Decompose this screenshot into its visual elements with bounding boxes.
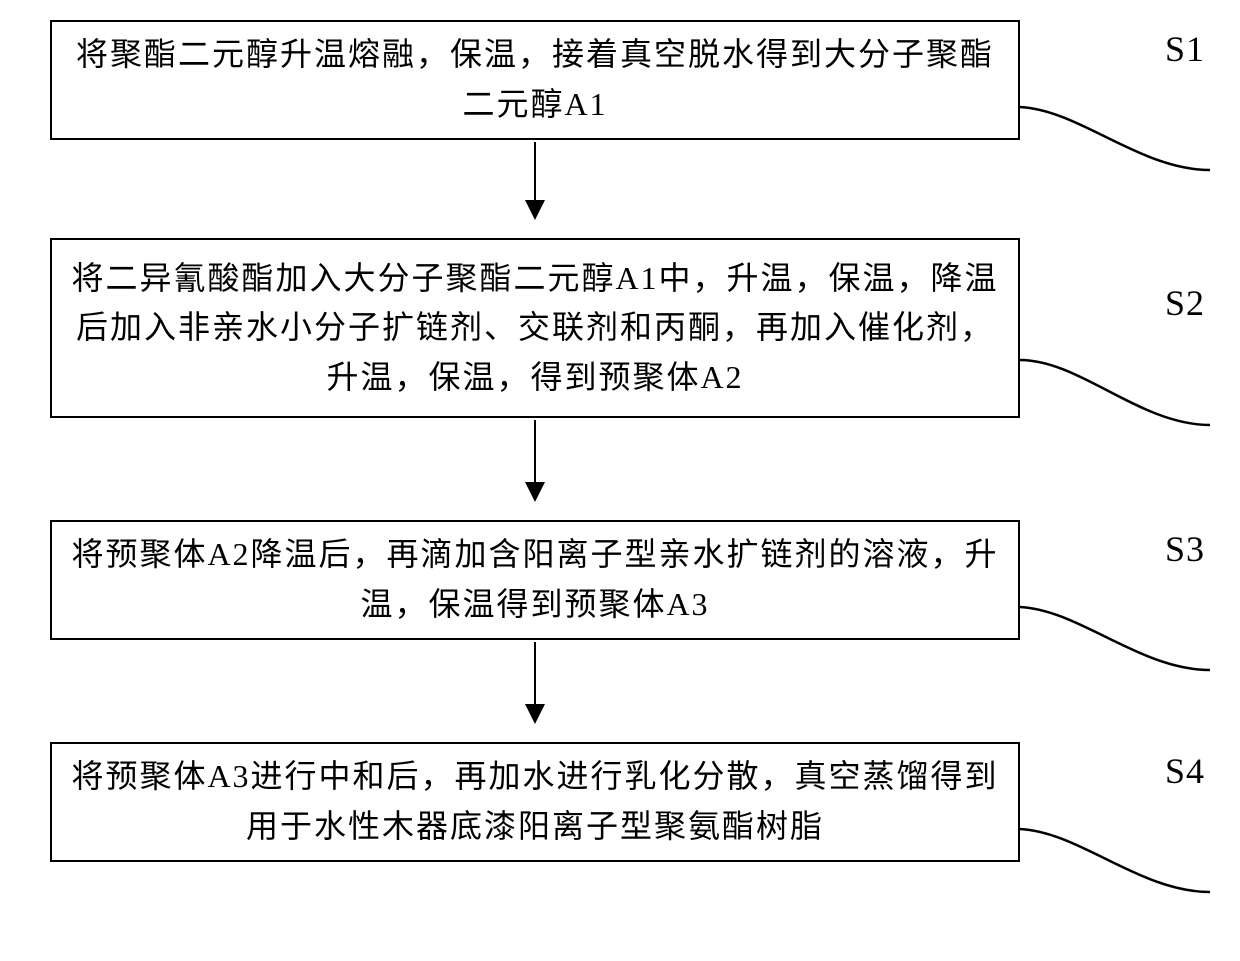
arrow-s2-s3 — [534, 420, 536, 500]
flowchart-canvas: 将聚酯二元醇升温熔融，保温，接着真空脱水得到大分子聚酯二元醇A1 S1 将二异氰… — [0, 0, 1240, 961]
arrow-s3-s4 — [534, 642, 536, 722]
step-text-s4: 将预聚体A3进行中和后，再加水进行乳化分散，真空蒸馏得到用于水性木器底漆阳离子型… — [70, 752, 1000, 851]
step-label-s3: S3 — [1165, 528, 1205, 570]
step-box-s4: 将预聚体A3进行中和后，再加水进行乳化分散，真空蒸馏得到用于水性木器底漆阳离子型… — [50, 742, 1020, 862]
arrow-s1-s2 — [534, 142, 536, 218]
step-text-s3: 将预聚体A2降温后，再滴加含阳离子型亲水扩链剂的溶液，升温，保温得到预聚体A3 — [70, 530, 1000, 629]
step-box-s2: 将二异氰酸酯加入大分子聚酯二元醇A1中，升温，保温，降温后加入非亲水小分子扩链剂… — [50, 238, 1020, 418]
step-label-s2: S2 — [1165, 282, 1205, 324]
step-box-s1: 将聚酯二元醇升温熔融，保温，接着真空脱水得到大分子聚酯二元醇A1 — [50, 20, 1020, 140]
step-label-s4: S4 — [1165, 750, 1205, 792]
connector-path-s2 — [1020, 360, 1210, 425]
step-text-s2: 将二异氰酸酯加入大分子聚酯二元醇A1中，升温，保温，降温后加入非亲水小分子扩链剂… — [70, 254, 1000, 403]
connector-path-s4 — [1020, 829, 1210, 892]
step-text-s1: 将聚酯二元醇升温熔融，保温，接着真空脱水得到大分子聚酯二元醇A1 — [70, 30, 1000, 129]
connector-path-s3 — [1020, 607, 1210, 670]
step-box-s3: 将预聚体A2降温后，再滴加含阳离子型亲水扩链剂的溶液，升温，保温得到预聚体A3 — [50, 520, 1020, 640]
connector-path-s1 — [1020, 107, 1210, 170]
step-label-s1: S1 — [1165, 28, 1205, 70]
